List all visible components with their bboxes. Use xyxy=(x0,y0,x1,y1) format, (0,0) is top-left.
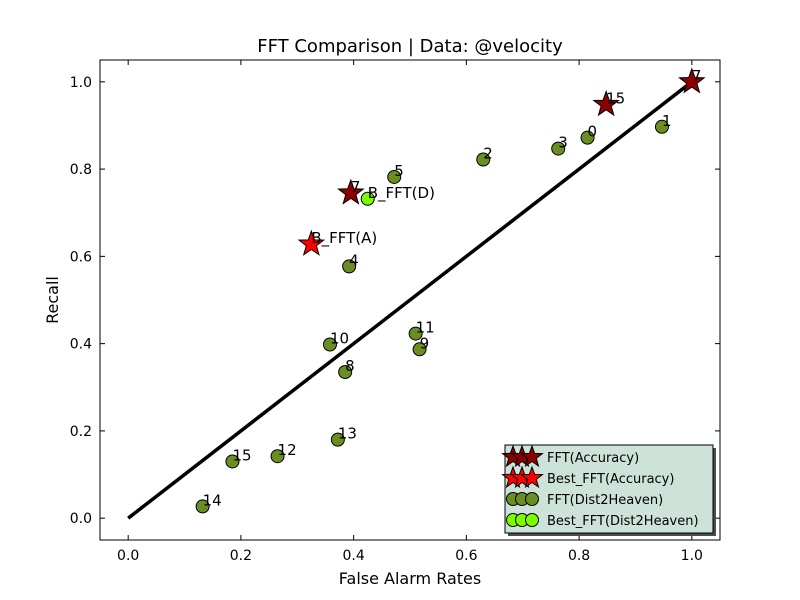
point-label: 8 xyxy=(345,357,355,375)
y-tick-label: 1.0 xyxy=(70,75,92,91)
circle-point xyxy=(195,499,210,514)
y-axis-label: Recall xyxy=(43,276,62,324)
circle-point xyxy=(225,454,240,469)
circle-point xyxy=(654,119,669,134)
star-point xyxy=(337,178,365,205)
circle-point xyxy=(338,365,353,379)
circle-point xyxy=(476,152,491,167)
reference-line xyxy=(127,80,693,520)
point-label: 15 xyxy=(232,446,251,464)
point-label: 0 xyxy=(588,123,598,141)
star-point xyxy=(297,229,326,256)
x-tick-label: 0.2 xyxy=(230,548,252,564)
point-label: 2 xyxy=(483,144,493,162)
legend-box xyxy=(504,444,714,534)
legend-label: Best_FFT(Dist2Heaven) xyxy=(547,514,699,529)
point-label: 3 xyxy=(558,134,568,152)
plot-frame xyxy=(99,59,721,541)
star-point xyxy=(592,90,620,117)
point-label: 9 xyxy=(420,334,430,352)
circle-point xyxy=(322,337,337,352)
point-label: B_FFT(D) xyxy=(368,184,435,203)
x-tick-label: 1.0 xyxy=(681,548,703,564)
plot-area: 0.0 0.2 0.4 0.6 0.8 1.00.00.20.40.60.81.00123… xyxy=(70,59,721,564)
circle-point xyxy=(580,130,595,145)
point-label: B_FFT(A) xyxy=(311,229,377,248)
x-axis-label: False Alarm Rates xyxy=(339,569,481,588)
circle-point xyxy=(330,432,345,447)
point-label: 10 xyxy=(330,330,349,348)
point-label: 14 xyxy=(203,491,222,509)
point-label: 7 xyxy=(692,67,702,85)
point-label: 11 xyxy=(416,319,435,337)
circle-point xyxy=(270,449,285,464)
x-tick-label: 0.4 xyxy=(343,548,365,564)
point-label: 1 xyxy=(662,112,672,130)
circle-point xyxy=(387,169,402,184)
circle-point xyxy=(408,326,423,341)
point-label: 5 xyxy=(394,162,404,180)
circle-point xyxy=(342,259,357,274)
legend: FFT(Accuracy) Best_FFT(Accuracy) FFT(Dist2… xyxy=(501,444,716,536)
y-tick-label: 0.4 xyxy=(70,337,92,353)
legend-circle-marker xyxy=(525,513,539,527)
circle-point xyxy=(360,191,375,206)
point-label: 7 xyxy=(351,178,361,196)
legend-star-marker xyxy=(520,465,544,489)
x-tick-label: 0.6 xyxy=(455,548,477,564)
legend-label: FFT(Dist2Heaven) xyxy=(547,493,663,508)
y-tick-label: 0.2 xyxy=(70,424,92,440)
y-tick-label: 0.8 xyxy=(70,162,92,178)
y-tick-label: 0.6 xyxy=(70,249,92,265)
circle-point xyxy=(412,342,427,357)
x-tick-label: 0.0 xyxy=(117,548,139,564)
point-label: 13 xyxy=(338,425,357,443)
point-label: 4 xyxy=(349,251,359,269)
legend-star-marker xyxy=(520,444,544,468)
legend-circle-marker xyxy=(525,492,539,506)
legend-label: FFT(Accuracy) xyxy=(547,451,639,466)
chart-title: FFT Comparison | Data: @velocity xyxy=(257,36,563,57)
legend-label: Best_FFT(Accuracy) xyxy=(547,472,674,487)
circle-point xyxy=(551,141,566,156)
point-label: 15 xyxy=(606,90,625,108)
x-tick-label: 0.8 xyxy=(568,548,590,564)
y-tick-label: 0.0 xyxy=(70,511,92,527)
star-point xyxy=(678,67,706,94)
point-label: 12 xyxy=(278,441,297,459)
